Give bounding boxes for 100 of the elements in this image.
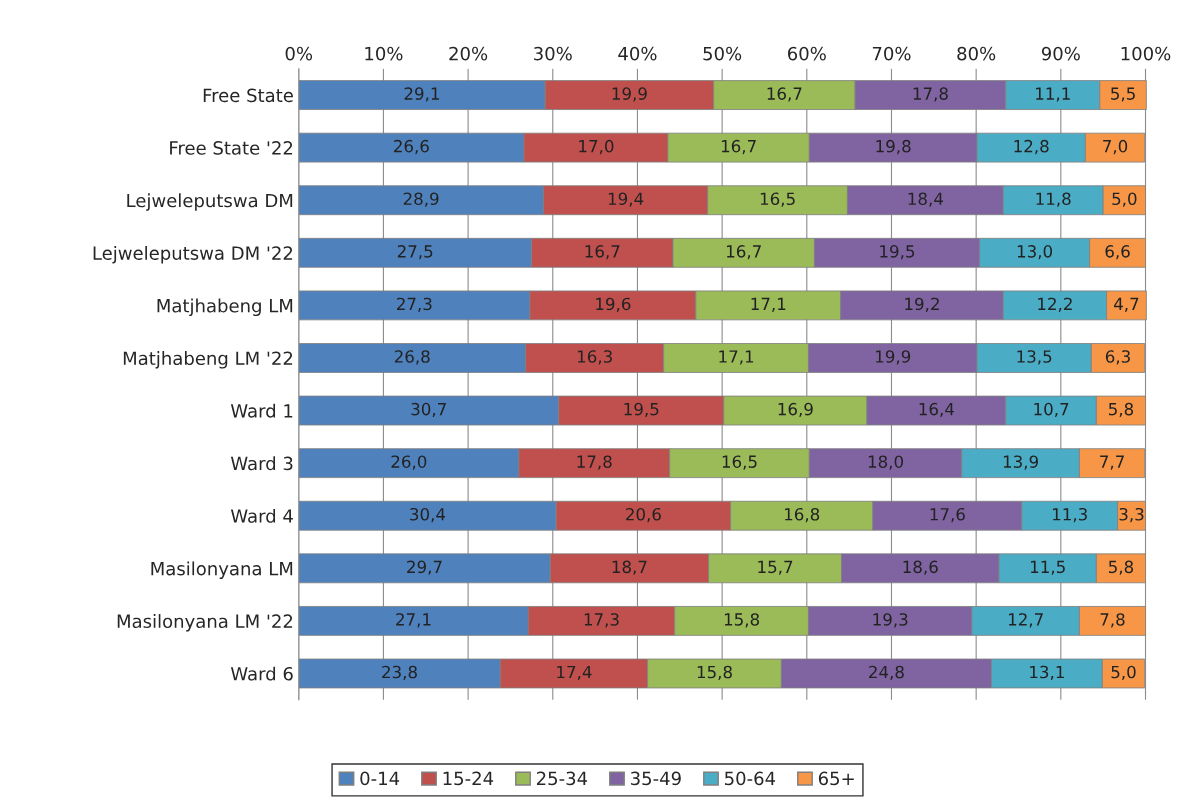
y-tick-label: Lejweleputswa DM bbox=[127, 193, 293, 211]
y-tick-label: Ward 4 bbox=[230, 508, 293, 523]
y-tick-label: Free State '22 bbox=[170, 141, 293, 155]
data-label: 30,4 bbox=[410, 507, 446, 523]
data-label: 18,4 bbox=[908, 192, 943, 207]
data-label: 5,0 bbox=[1112, 192, 1137, 207]
data-label: 13,0 bbox=[1017, 245, 1053, 260]
data-label: 3,3 bbox=[1119, 507, 1144, 523]
data-label: 16,7 bbox=[727, 245, 761, 260]
data-label: 19,2 bbox=[905, 297, 939, 312]
y-tick-label: Masilonyana LM bbox=[151, 561, 293, 579]
data-label: 13,9 bbox=[1003, 455, 1038, 470]
data-label: 27,1 bbox=[396, 613, 431, 628]
data-label: 18,6 bbox=[903, 560, 938, 575]
data-label: 19,5 bbox=[880, 245, 915, 260]
data-label: 26,0 bbox=[391, 455, 427, 470]
y-tick-label: Matjhabeng LM bbox=[157, 298, 293, 317]
y-tick-label: Masilonyana LM '22 bbox=[117, 614, 293, 632]
data-label: 11,1 bbox=[1036, 87, 1070, 102]
data-label: 12,2 bbox=[1038, 297, 1072, 312]
x-tick-label: 100% bbox=[1121, 46, 1171, 61]
data-label: 15,8 bbox=[724, 613, 760, 628]
data-label: 15,8 bbox=[697, 665, 732, 681]
data-label: 23,8 bbox=[382, 665, 417, 681]
data-label: 17,3 bbox=[584, 613, 619, 628]
data-label: 15,7 bbox=[758, 560, 793, 575]
x-tick-label: 20% bbox=[449, 46, 488, 61]
x-tick-label: 90% bbox=[1041, 46, 1080, 61]
data-label: 5,8 bbox=[1108, 560, 1134, 575]
x-tick-label: 80% bbox=[957, 46, 996, 61]
data-label: 5,0 bbox=[1111, 665, 1136, 681]
data-label: 16,5 bbox=[760, 192, 795, 207]
data-label: 19,9 bbox=[612, 87, 647, 102]
y-tick-label: Free State bbox=[203, 88, 293, 103]
data-label: 11,5 bbox=[1030, 560, 1065, 575]
data-label: 6,3 bbox=[1105, 350, 1130, 365]
data-label: 5,8 bbox=[1108, 402, 1134, 418]
data-label: 18,7 bbox=[612, 560, 647, 575]
data-label: 10,7 bbox=[1034, 402, 1069, 418]
data-label: 17,8 bbox=[577, 455, 612, 470]
data-label: 24,8 bbox=[869, 665, 904, 681]
data-label: 17,4 bbox=[557, 665, 592, 681]
data-label: 12,8 bbox=[1014, 139, 1049, 155]
y-tick-label: Ward 3 bbox=[230, 456, 293, 471]
legend-label: 65+ bbox=[818, 771, 854, 786]
data-label: 13,1 bbox=[1030, 665, 1064, 681]
legend-label: 0-14 bbox=[360, 771, 400, 786]
data-label: 16,8 bbox=[785, 507, 820, 523]
x-tick-label: 40% bbox=[618, 46, 657, 61]
x-tick-label: 50% bbox=[703, 46, 742, 61]
data-label: 16,7 bbox=[767, 87, 802, 102]
data-label: 7,7 bbox=[1100, 455, 1124, 470]
data-label: 16,4 bbox=[919, 402, 954, 418]
data-label: 12,7 bbox=[1008, 613, 1043, 628]
x-tick-label: 70% bbox=[872, 46, 911, 61]
data-label: 18,0 bbox=[868, 455, 903, 470]
data-label: 6,6 bbox=[1105, 245, 1130, 260]
data-label: 19,9 bbox=[876, 350, 911, 365]
x-tick-label: 0% bbox=[285, 46, 313, 61]
data-label: 16,7 bbox=[585, 245, 620, 260]
data-label: 19,8 bbox=[876, 139, 911, 155]
x-tick-label: 10% bbox=[365, 46, 403, 61]
x-tick-label: 60% bbox=[788, 46, 826, 61]
data-label: 16,3 bbox=[577, 350, 612, 365]
data-label: 20,6 bbox=[626, 507, 661, 523]
data-label: 11,8 bbox=[1036, 192, 1071, 207]
legend-label: 25-34 bbox=[536, 771, 588, 786]
data-label: 17,0 bbox=[579, 139, 614, 155]
data-label: 7,0 bbox=[1103, 139, 1128, 155]
data-label: 19,3 bbox=[873, 613, 908, 628]
y-tick-label: Ward 6 bbox=[230, 666, 293, 681]
legend-label: 35-49 bbox=[631, 771, 681, 786]
data-label: 30,7 bbox=[411, 402, 446, 418]
data-label: 19,5 bbox=[624, 402, 659, 418]
data-label: 5,5 bbox=[1111, 87, 1135, 102]
data-label: 11,3 bbox=[1053, 507, 1087, 523]
data-label: 29,7 bbox=[407, 560, 442, 575]
data-label: 28,9 bbox=[403, 192, 439, 207]
data-label: 19,6 bbox=[596, 297, 631, 312]
legend-label: 15-24 bbox=[443, 771, 494, 786]
x-tick-label: 30% bbox=[534, 46, 572, 61]
data-label: 16,9 bbox=[778, 402, 813, 418]
data-label: 17,6 bbox=[930, 507, 965, 523]
y-tick-label: Matjhabeng LM '22 bbox=[123, 351, 293, 369]
data-label: 27,3 bbox=[397, 297, 432, 312]
y-tick-label: Ward 1 bbox=[230, 403, 293, 418]
legend-label: 50-64 bbox=[725, 771, 776, 786]
data-label: 19,4 bbox=[608, 192, 644, 207]
data-label: 16,7 bbox=[721, 139, 756, 155]
data-label: 4,7 bbox=[1114, 297, 1139, 312]
data-label: 27,5 bbox=[397, 245, 433, 260]
data-label: 16,5 bbox=[722, 455, 757, 470]
data-label: 29,1 bbox=[404, 87, 439, 102]
data-label: 17,1 bbox=[751, 297, 786, 312]
data-label: 26,6 bbox=[394, 139, 429, 155]
data-label: 17,1 bbox=[719, 350, 754, 365]
y-tick-label: Lejweleputswa DM '22 bbox=[93, 245, 293, 264]
data-label: 17,8 bbox=[913, 87, 948, 102]
data-label: 26,8 bbox=[394, 350, 430, 365]
data-label: 13,5 bbox=[1017, 350, 1052, 365]
